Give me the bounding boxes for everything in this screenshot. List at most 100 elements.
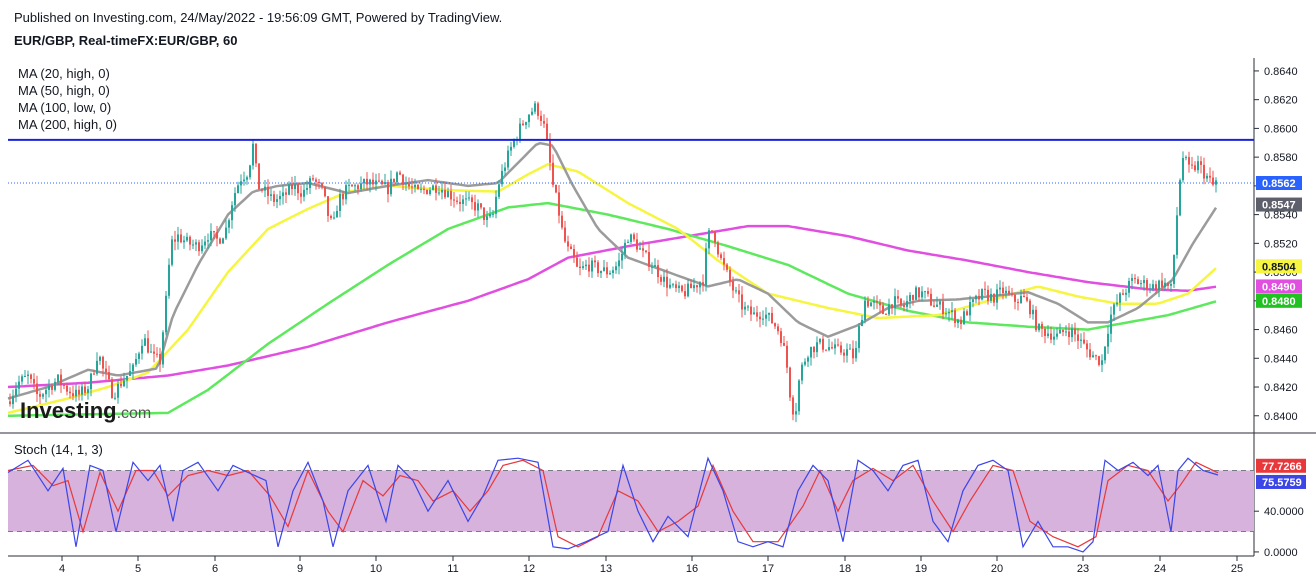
candle-body	[207, 240, 209, 242]
candle-body	[792, 397, 794, 415]
candle-body	[333, 217, 335, 219]
candle-body	[996, 289, 998, 303]
time-tick-label: 17	[762, 563, 774, 575]
candle-body	[837, 344, 839, 346]
candle-body	[252, 143, 254, 166]
time-tick-label: 11	[447, 563, 458, 575]
candle-body	[75, 389, 77, 397]
candle-body	[459, 201, 461, 205]
candle-body	[600, 270, 602, 274]
candle-body	[891, 304, 893, 309]
candle-body	[945, 313, 947, 315]
candle-body	[144, 338, 146, 346]
candle-body	[630, 234, 632, 242]
candle-body	[159, 354, 161, 365]
candle-body	[711, 230, 713, 232]
candle-body	[156, 353, 158, 355]
candle-body	[336, 210, 338, 218]
candle-body	[120, 383, 122, 387]
candle-body	[402, 174, 404, 185]
candle-body	[324, 186, 326, 197]
candle-body	[420, 188, 422, 190]
candle-body	[360, 183, 362, 190]
candle-body	[297, 184, 299, 194]
candle-body	[738, 290, 740, 295]
candle-body	[798, 380, 800, 412]
candle-body	[864, 300, 866, 321]
candle-body	[168, 264, 170, 296]
candle-body	[321, 183, 323, 187]
candle-body	[741, 294, 743, 310]
candle-body	[1182, 157, 1184, 181]
candle-body	[369, 179, 371, 185]
candle-body	[84, 386, 86, 393]
candle-body	[1029, 300, 1031, 315]
candle-body	[1059, 329, 1061, 334]
candle-body	[918, 287, 920, 298]
candle-body	[1161, 280, 1163, 288]
candle-body	[951, 310, 953, 313]
candle-body	[72, 393, 74, 397]
candle-body	[66, 385, 68, 392]
candle-body	[1074, 328, 1076, 335]
candle-body	[465, 198, 467, 200]
candle-body	[675, 284, 677, 289]
candle-body	[915, 287, 917, 300]
candle-body	[618, 260, 620, 267]
time-axis: 4 5 6 9 10 11 12 13 16 17 18 19 20 23 24 25	[59, 556, 1243, 575]
legend-ma100[interactable]: MA (100, low, 0)	[18, 100, 111, 115]
candle-body	[732, 281, 734, 291]
candle-body	[519, 123, 521, 140]
candle-body	[1116, 302, 1118, 305]
candle-body	[414, 184, 416, 188]
candle-body	[1215, 180, 1217, 185]
candle-body	[507, 150, 509, 168]
candle-body	[342, 193, 344, 200]
candle-body	[960, 319, 962, 325]
candle-body	[588, 264, 590, 272]
candle-body	[504, 167, 506, 171]
candle-body	[594, 260, 596, 263]
candle-body	[510, 146, 512, 151]
candle-body	[489, 214, 491, 217]
candle-body	[405, 183, 407, 185]
candle-body	[309, 178, 311, 189]
stoch-legend[interactable]: Stoch (14, 1, 3)	[14, 442, 103, 457]
candle-body	[912, 295, 914, 300]
candle-body	[975, 295, 977, 300]
candle-body	[684, 291, 686, 297]
candle-body	[69, 391, 71, 394]
candle-body	[954, 310, 956, 324]
candle-body	[522, 123, 524, 125]
time-tick-label: 16	[686, 563, 698, 575]
price-tick-label: 0.8640	[1264, 66, 1298, 78]
candle-body	[855, 348, 857, 359]
candle-body	[423, 188, 425, 190]
candle-body	[546, 123, 548, 140]
stoch-k-line[interactable]	[7, 456, 1219, 553]
price-axis: 0.84000.84200.84400.84600.84800.85000.85…	[1254, 66, 1298, 423]
candle-body	[624, 242, 626, 254]
candle-body	[267, 186, 269, 196]
candle-body	[396, 172, 398, 183]
candle-body	[693, 285, 695, 289]
candle-body	[939, 301, 941, 305]
legend-ma20[interactable]: MA (20, high, 0)	[18, 66, 110, 81]
candle-body	[231, 205, 233, 221]
candle-body	[687, 283, 689, 297]
candle-body	[258, 163, 260, 190]
candle-body	[1146, 279, 1148, 290]
candle-body	[1197, 161, 1199, 171]
candle-body	[351, 184, 353, 187]
candle-body	[678, 285, 680, 289]
candle-body	[303, 189, 305, 197]
candle-body	[264, 186, 266, 191]
candle-body	[201, 245, 203, 252]
candle-body	[1011, 294, 1013, 296]
legend-ma50[interactable]: MA (50, high, 0)	[18, 83, 110, 98]
legend-ma200[interactable]: MA (200, high, 0)	[18, 117, 117, 132]
candle-body	[33, 379, 35, 384]
candle-body	[348, 184, 350, 186]
candle-body	[999, 287, 1001, 290]
candle-body	[846, 349, 848, 356]
